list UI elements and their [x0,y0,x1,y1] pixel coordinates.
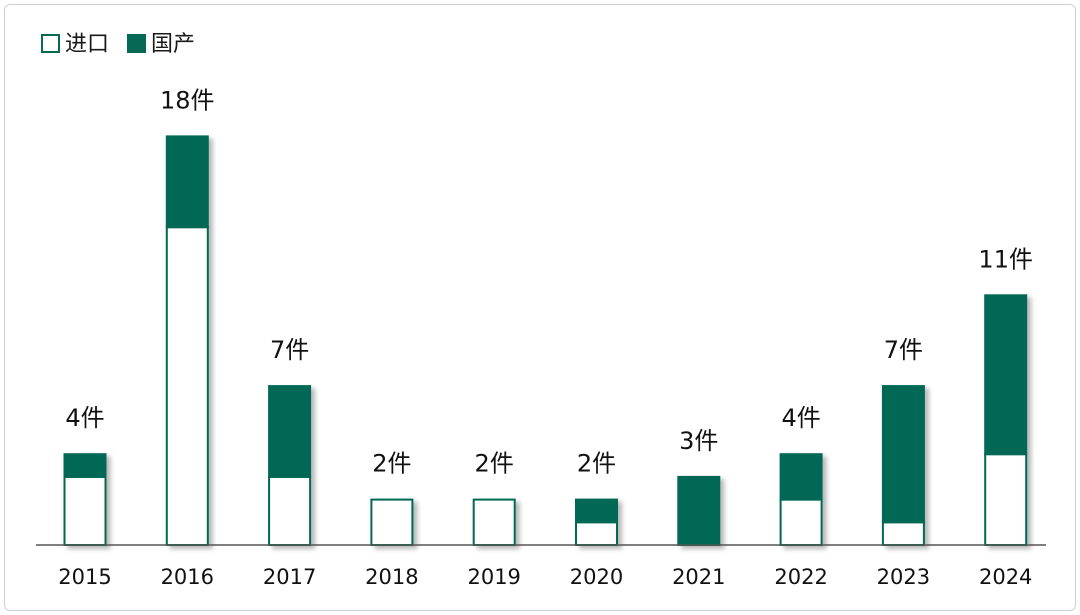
bar-imported-2015 [63,475,107,546]
data-label-2022: 4件 [781,404,820,432]
legend-label-imported: 进口 [65,32,109,57]
legend-swatch-domestic [127,34,146,53]
bar-stack-2019 [472,498,516,547]
x-tick-2016: 2016 [161,565,214,589]
bars-group [63,135,1028,547]
bar-domestic-2017 [268,385,312,478]
x-tick-labels-group: 2015 2016 2017 2018 2019 2020 2021 2022 2023 2024 [58,565,1032,589]
data-label-2023: 7件 [884,336,923,364]
bar-imported-2020 [575,521,618,546]
bar-stack-2015 [63,453,107,546]
x-tick-2021: 2021 [672,565,725,589]
x-tick-2022: 2022 [774,565,827,589]
x-tick-2017: 2017 [263,565,316,589]
data-label-2024: 11件 [978,245,1033,273]
bar-domestic-2015 [63,453,107,478]
bar-imported-2024 [984,453,1028,547]
legend: 进口 国产 [41,32,195,57]
bar-domestic-2021 [677,475,721,546]
data-label-2015: 4件 [65,404,104,432]
data-label-2020: 2件 [577,450,616,478]
bar-imported-2023 [881,521,925,546]
x-tick-2024: 2024 [979,565,1032,589]
bar-imported-2022 [779,498,823,547]
bar-imported-2018 [370,498,414,547]
bar-domestic-2024 [984,294,1028,456]
bar-domestic-2020 [575,498,618,524]
data-labels-group: 4件 18件 7件 2件 2件 2件 3件 4件 7件 11件 [65,86,1033,477]
x-tick-2023: 2023 [877,565,930,589]
bar-stack-2023 [881,385,925,546]
bar-stack-2016 [165,135,209,546]
bar-stack-2021 [677,475,721,546]
bar-stack-2022 [779,453,823,547]
bar-domestic-2023 [881,385,925,524]
bar-imported-2019 [472,498,516,547]
bar-stack-2024 [984,294,1028,547]
bar-domestic-2022 [779,453,823,501]
bar-stack-2018 [370,498,414,547]
data-label-2021: 3件 [679,427,718,455]
bar-stack-2020 [575,498,618,546]
data-label-2016: 18件 [160,86,215,114]
x-tick-2015: 2015 [58,565,111,589]
bar-stack-2017 [268,385,312,546]
x-tick-2019: 2019 [467,565,520,589]
data-label-2019: 2件 [475,450,514,478]
x-tick-2020: 2020 [570,565,623,589]
x-tick-2018: 2018 [365,565,418,589]
legend-label-domestic: 国产 [151,32,195,57]
bar-imported-2017 [268,475,312,546]
data-label-2018: 2件 [372,450,411,478]
bar-imported-2016 [165,226,209,546]
bar-domestic-2016 [165,135,209,229]
data-label-2017: 7件 [270,336,309,364]
legend-swatch-imported [41,34,60,53]
